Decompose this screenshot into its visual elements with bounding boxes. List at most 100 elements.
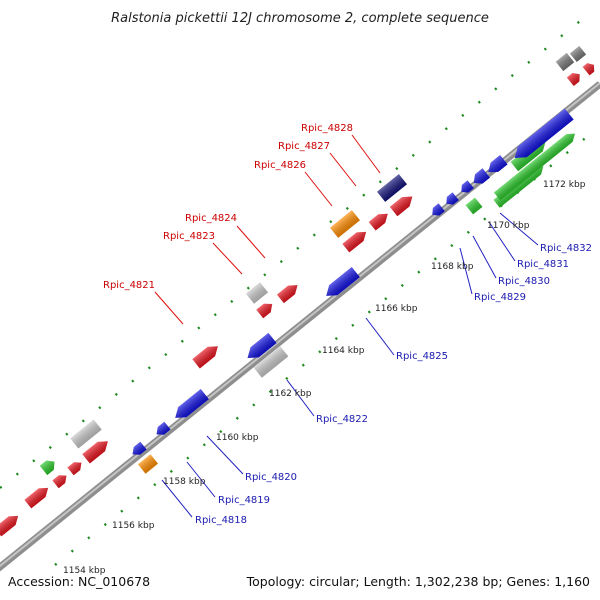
outer-track-dot bbox=[494, 87, 498, 91]
inner-track-dot bbox=[169, 469, 173, 473]
gene-arrow-red[interactable] bbox=[566, 70, 583, 87]
gene-arrow-shade bbox=[245, 282, 269, 304]
inner-track-dot bbox=[268, 390, 272, 394]
inner-track-dot bbox=[103, 522, 107, 527]
tick-label-1156: 1156 kbp bbox=[112, 521, 155, 531]
gene-arrow-shade bbox=[582, 63, 595, 76]
gene-arrow-green[interactable] bbox=[465, 197, 483, 215]
inner-track-dot bbox=[285, 376, 289, 380]
gene-arrow-red[interactable] bbox=[368, 209, 391, 231]
inner-track-dot bbox=[334, 336, 338, 341]
inner-track-dot bbox=[153, 483, 157, 487]
gene-arrow-blue[interactable] bbox=[458, 180, 474, 195]
gene-arrow-red[interactable] bbox=[389, 192, 416, 217]
inner-track-dot bbox=[54, 562, 58, 566]
gene-arrow-shade bbox=[389, 196, 413, 217]
gene-arrow-red[interactable] bbox=[52, 472, 69, 489]
tick-label-1162: 1162 kbp bbox=[269, 389, 312, 399]
gene-arrow-red[interactable] bbox=[582, 61, 598, 76]
gene-arrow-shade bbox=[253, 346, 289, 378]
leader-line bbox=[365, 317, 395, 356]
gene-arrow-gray[interactable] bbox=[253, 346, 289, 378]
gene-arrow-blue[interactable] bbox=[470, 168, 490, 187]
outer-track-dot bbox=[345, 206, 349, 211]
gene-arrow-shade bbox=[82, 441, 108, 464]
gene-arrow-red[interactable] bbox=[256, 300, 275, 319]
gene-arrow-red[interactable] bbox=[67, 459, 84, 476]
gene-arrow-shade bbox=[70, 419, 102, 449]
outer-track-dot bbox=[312, 233, 316, 237]
label-leader-lines bbox=[154, 134, 539, 518]
gene-arrow-shade bbox=[465, 197, 483, 215]
gene-label-rpic-4820: Rpic_4820 bbox=[245, 472, 297, 483]
outer-track-dot bbox=[296, 246, 300, 250]
leader-line bbox=[499, 212, 539, 246]
gene-arrow-gray[interactable] bbox=[245, 282, 269, 304]
gene-arrow-shade bbox=[52, 475, 67, 489]
gene-arrow-green[interactable] bbox=[493, 130, 578, 201]
gene-label-rpic-4819: Rpic_4819 bbox=[218, 495, 270, 506]
leader-line bbox=[488, 221, 516, 262]
gene-arrow-blue[interactable] bbox=[443, 192, 459, 207]
tick-label-1164: 1164 kbp bbox=[322, 346, 365, 356]
leader-line bbox=[329, 152, 357, 187]
gene-arrow-blue[interactable] bbox=[322, 267, 360, 301]
gene-arrow-blue[interactable] bbox=[129, 441, 147, 459]
gene-label-rpic-4823: Rpic_4823 bbox=[163, 231, 215, 242]
leader-line bbox=[154, 291, 184, 325]
gene-arrow-green[interactable] bbox=[39, 457, 58, 476]
inner-track-dot bbox=[417, 270, 421, 274]
gene-arrow-shade bbox=[132, 441, 147, 455]
inner-track-dot bbox=[483, 217, 487, 221]
gene-arrow-blue[interactable] bbox=[153, 421, 171, 439]
gene-arrow-shade bbox=[192, 346, 218, 369]
outer-track-dot bbox=[263, 273, 267, 277]
accession-text: Accession: NC_010678 bbox=[8, 574, 150, 589]
gene-arrow-red[interactable] bbox=[276, 281, 301, 304]
outer-track-dot bbox=[362, 193, 366, 197]
outer-track-dot bbox=[98, 406, 102, 410]
gene-arrow-shade bbox=[488, 155, 508, 173]
gene-arrow-shade bbox=[0, 515, 19, 537]
gene-label-rpic-4830: Rpic_4830 bbox=[498, 276, 550, 287]
outer-track-dot bbox=[527, 60, 531, 64]
gene-arrow-red[interactable] bbox=[342, 228, 369, 253]
leader-line bbox=[186, 461, 216, 498]
gene-label-rpic-4831: Rpic_4831 bbox=[517, 259, 569, 270]
inner-track-dot bbox=[186, 456, 190, 460]
gene-arrow-green[interactable] bbox=[493, 162, 546, 208]
gene-arrow-blue[interactable] bbox=[484, 155, 508, 177]
gene-arrow-navy[interactable] bbox=[377, 174, 407, 202]
inner-track-dot bbox=[466, 230, 470, 234]
outer-track-dot bbox=[543, 47, 547, 51]
gene-arrow-blue[interactable] bbox=[171, 389, 209, 423]
gene-label-rpic-4822: Rpic_4822 bbox=[316, 414, 368, 425]
outer-track-dot bbox=[279, 259, 283, 264]
gene-arrow-darkgray[interactable] bbox=[555, 52, 575, 72]
outer-track-dot bbox=[81, 419, 85, 423]
gene-arrow-blue[interactable] bbox=[243, 332, 277, 363]
gene-arrow-darkgray[interactable] bbox=[569, 45, 587, 63]
gene-arrow-orange[interactable] bbox=[138, 454, 158, 474]
gene-arrow-blue[interactable] bbox=[429, 203, 445, 218]
leader-line bbox=[304, 171, 333, 207]
gene-arrow-shade bbox=[276, 285, 298, 304]
gene-arrow-orange[interactable] bbox=[330, 210, 360, 238]
gene-arrow-shade bbox=[493, 133, 575, 201]
outer-track-dot bbox=[428, 140, 432, 144]
gene-arrow-shade bbox=[326, 267, 360, 296]
inner-track-dot bbox=[367, 310, 371, 314]
gene-arrow-red[interactable] bbox=[24, 484, 51, 509]
gene-arrow-red[interactable] bbox=[82, 437, 111, 464]
outer-track-dot bbox=[131, 379, 135, 383]
gene-arrow-red[interactable] bbox=[192, 342, 221, 369]
inner-track-dot bbox=[565, 151, 569, 155]
inner-track-dot bbox=[549, 164, 553, 168]
outer-track-dot bbox=[444, 127, 448, 131]
inner-track-dot bbox=[450, 243, 454, 248]
gene-label-rpic-4828: Rpic_4828 bbox=[301, 123, 353, 134]
gene-arrow-red[interactable] bbox=[0, 512, 22, 537]
outer-track-dot bbox=[560, 34, 564, 38]
gene-arrow-blue[interactable] bbox=[510, 108, 574, 164]
gene-arrow-gray[interactable] bbox=[70, 419, 102, 449]
